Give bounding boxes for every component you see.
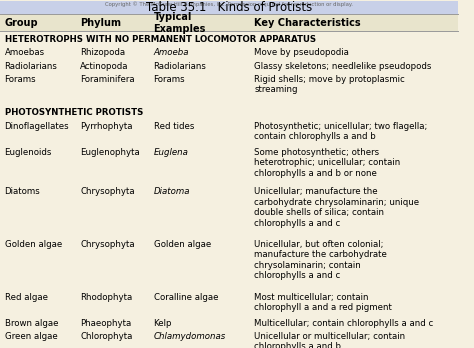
- Text: Table 35.1   Kinds of Protists: Table 35.1 Kinds of Protists: [146, 1, 312, 14]
- Text: Chlamydomonas: Chlamydomonas: [154, 332, 226, 341]
- Text: Diatoma: Diatoma: [154, 188, 190, 196]
- Text: Forams: Forams: [154, 75, 185, 84]
- Text: Unicellular, but often colonial;
manufacture the carbohydrate
chrysolaminarin; c: Unicellular, but often colonial; manufac…: [255, 240, 387, 280]
- Text: Diatoms: Diatoms: [5, 188, 40, 196]
- Text: Group: Group: [5, 18, 38, 28]
- Text: HETEROTROPHS WITH NO PERMANENT LOCOMOTOR APPARATUS: HETEROTROPHS WITH NO PERMANENT LOCOMOTOR…: [5, 35, 316, 44]
- Text: Rigid shells; move by protoplasmic
streaming: Rigid shells; move by protoplasmic strea…: [255, 75, 405, 94]
- Text: Some photosynthetic; others
heterotrophic; unicellular; contain
chlorophylls a a: Some photosynthetic; others heterotrophi…: [255, 148, 401, 178]
- Text: Unicellular or multicellular; contain
chlorophylls a and b: Unicellular or multicellular; contain ch…: [255, 332, 405, 348]
- Text: Amoeba: Amoeba: [154, 48, 189, 57]
- Text: Phylum: Phylum: [80, 18, 121, 28]
- Text: Amoebas: Amoebas: [5, 48, 45, 57]
- Text: Copyright © The McGraw-Hill Companies, Inc. Permission required for reproduction: Copyright © The McGraw-Hill Companies, I…: [105, 1, 353, 7]
- Text: Dinoflagellates: Dinoflagellates: [5, 122, 69, 131]
- Text: Euglenoids: Euglenoids: [5, 148, 52, 157]
- Text: Most multicellular; contain
chlorophyll a and a red pigment: Most multicellular; contain chlorophyll …: [255, 293, 392, 312]
- Text: Euglenophyta: Euglenophyta: [80, 148, 140, 157]
- Text: Glassy skeletons; needlelike pseudopods: Glassy skeletons; needlelike pseudopods: [255, 62, 432, 71]
- Text: Unicellular; manufacture the
carbohydrate chrysolaminarin; unique
double shells : Unicellular; manufacture the carbohydrat…: [255, 188, 419, 228]
- Text: Brown algae: Brown algae: [5, 319, 58, 328]
- Text: Red tides: Red tides: [154, 122, 194, 131]
- Text: Chrysophyta: Chrysophyta: [80, 240, 135, 249]
- Text: Chrysophyta: Chrysophyta: [80, 188, 135, 196]
- Text: Radiolarians: Radiolarians: [5, 62, 57, 71]
- Text: Red algae: Red algae: [5, 293, 47, 302]
- Text: Golden algae: Golden algae: [5, 240, 62, 249]
- FancyBboxPatch shape: [0, 1, 458, 14]
- FancyBboxPatch shape: [0, 14, 458, 31]
- Text: Rhizopoda: Rhizopoda: [80, 48, 125, 57]
- Text: Radiolarians: Radiolarians: [154, 62, 206, 71]
- Text: Multicellular; contain chlorophylls a and c: Multicellular; contain chlorophylls a an…: [255, 319, 434, 328]
- Text: Kelp: Kelp: [154, 319, 172, 328]
- Text: Pyrrhophyta: Pyrrhophyta: [80, 122, 133, 131]
- Text: Chlorophyta: Chlorophyta: [80, 332, 133, 341]
- Text: Forams: Forams: [5, 75, 36, 84]
- Text: Key Characteristics: Key Characteristics: [255, 18, 361, 28]
- Text: Move by pseudopodia: Move by pseudopodia: [255, 48, 349, 57]
- Text: Actinopoda: Actinopoda: [80, 62, 128, 71]
- Text: Phaeophyta: Phaeophyta: [80, 319, 131, 328]
- Text: Foraminifera: Foraminifera: [80, 75, 135, 84]
- Text: Golden algae: Golden algae: [154, 240, 211, 249]
- Text: Green algae: Green algae: [5, 332, 57, 341]
- Text: PHOTOSYNTHETIC PROTISTS: PHOTOSYNTHETIC PROTISTS: [5, 108, 143, 117]
- Text: Photosynthetic; unicellular; two flagella;
contain chlorophylls a and b: Photosynthetic; unicellular; two flagell…: [255, 122, 428, 141]
- Text: Typical
Examples: Typical Examples: [154, 12, 206, 33]
- Text: Euglena: Euglena: [154, 148, 188, 157]
- Text: Rhodophyta: Rhodophyta: [80, 293, 132, 302]
- Text: Coralline algae: Coralline algae: [154, 293, 218, 302]
